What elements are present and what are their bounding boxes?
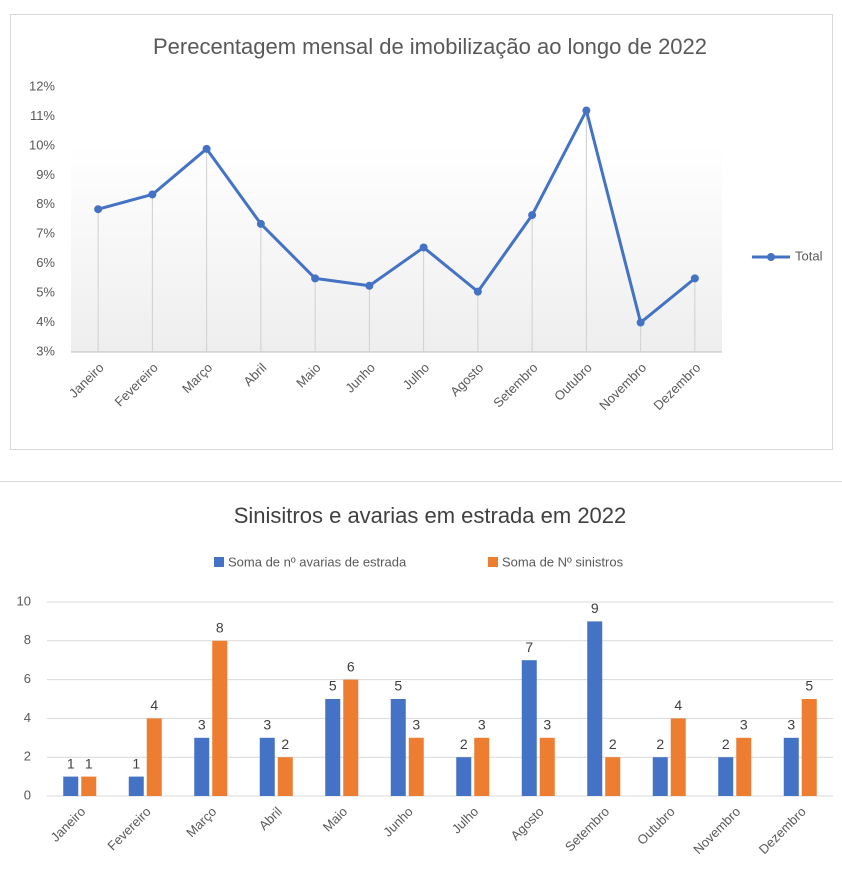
data-label: 5 (805, 678, 813, 694)
legend-label: Soma de nº avarias de estrada (228, 554, 407, 569)
bar (343, 679, 359, 796)
y-tick-label: 8 (24, 632, 31, 647)
bar (736, 737, 752, 796)
y-tick-label: 11% (30, 108, 55, 123)
x-tick-label: Fevereiro (104, 804, 153, 853)
data-label: 4 (674, 697, 682, 713)
point (148, 190, 157, 199)
point (582, 106, 591, 115)
data-label: 1 (85, 755, 93, 771)
y-tick-label: 7% (36, 226, 55, 241)
bar (456, 757, 472, 796)
data-label: 1 (132, 755, 140, 771)
bar (521, 660, 537, 796)
bar (408, 737, 424, 796)
bar (146, 718, 162, 796)
point (311, 274, 320, 283)
data-label: 6 (347, 658, 355, 674)
bar (194, 737, 210, 796)
point (256, 219, 265, 228)
y-tick-label: 10 (17, 593, 31, 608)
x-tick-label: Novembro (690, 804, 743, 857)
bar (539, 737, 555, 796)
data-label: 3 (543, 717, 551, 733)
data-label: 5 (394, 678, 402, 694)
data-label: 4 (150, 697, 158, 713)
data-label: 3 (263, 717, 271, 733)
data-label: 3 (478, 717, 486, 733)
x-tick-label: Janeiro (48, 804, 89, 845)
y-tick-label: 8% (36, 196, 55, 211)
x-tick-label: Junho (380, 804, 416, 840)
legend-marker (767, 253, 775, 261)
point (365, 281, 374, 290)
bar (587, 621, 603, 796)
bar (259, 737, 275, 796)
chart-title: Perecentagem mensal de imobilização ao l… (153, 34, 707, 59)
point (94, 205, 103, 214)
y-tick-label: 6 (24, 671, 31, 686)
y-tick-label: 9% (36, 167, 55, 182)
data-label: 2 (656, 736, 664, 752)
bar (718, 757, 734, 796)
chart-title: Sinisitros e avarias em estrada em 2022 (234, 503, 627, 528)
legend-swatch (488, 557, 498, 567)
data-label: 2 (722, 736, 730, 752)
data-label: 1 (67, 755, 75, 771)
bar (783, 737, 799, 796)
legend-label: Soma de Nº sinistros (502, 554, 624, 569)
y-tick-label: 0 (24, 787, 31, 802)
bar (277, 757, 293, 796)
bar (670, 718, 686, 796)
x-tick-label: Março (183, 804, 219, 840)
bar (128, 776, 144, 796)
bar (63, 776, 79, 796)
y-tick-label: 5% (36, 285, 55, 300)
bar (605, 757, 621, 796)
x-tick-label: Abril (256, 804, 285, 833)
y-tick-label: 12% (29, 78, 55, 93)
bar (81, 776, 97, 796)
series-line (97, 109, 696, 325)
y-tick-label: 4 (24, 710, 31, 725)
bar (652, 757, 668, 796)
x-tick-label: Setembro (562, 804, 612, 854)
x-tick-label: Dezembro (756, 804, 809, 857)
bar (325, 699, 341, 796)
y-tick-label: 4% (36, 314, 55, 329)
bar (801, 699, 817, 796)
legend-label: Total (795, 248, 823, 263)
y-tick-label: 6% (36, 255, 55, 270)
bar (390, 699, 406, 796)
legend-swatch (214, 557, 224, 567)
data-label: 3 (740, 717, 748, 733)
data-label: 2 (281, 736, 289, 752)
bar (212, 640, 228, 796)
bar (474, 737, 490, 796)
data-label: 7 (525, 639, 533, 655)
data-label: 3 (787, 717, 795, 733)
data-label: 2 (460, 736, 468, 752)
data-label: 5 (329, 678, 337, 694)
x-tick-label: Agosto (508, 804, 547, 843)
point (473, 287, 482, 296)
point (690, 274, 699, 283)
point (528, 211, 537, 220)
x-tick-label: Outubro (634, 804, 678, 848)
point (636, 318, 645, 327)
plot-area (71, 145, 722, 352)
y-tick-label: 3% (36, 343, 55, 358)
data-label: 8 (216, 620, 224, 636)
x-tick-label: Maio (320, 804, 351, 835)
x-tick-label: Julho (449, 804, 482, 837)
data-label: 9 (591, 600, 599, 616)
data-label: 3 (198, 717, 206, 733)
data-label: 3 (412, 717, 420, 733)
y-tick-label: 2 (24, 749, 31, 764)
point (419, 243, 428, 252)
point (202, 144, 211, 153)
y-tick-label: 10% (29, 137, 55, 152)
data-label: 2 (609, 736, 617, 752)
